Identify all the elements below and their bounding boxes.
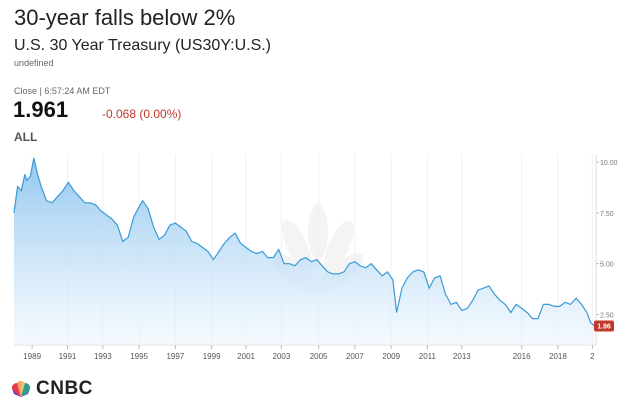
x-tick-label: 1995 — [130, 352, 148, 361]
x-tick-label: 2011 — [419, 352, 437, 361]
y-tick-label: 5.00 — [600, 262, 614, 269]
x-tick-label: 2016 — [513, 352, 531, 361]
x-tick-label: 2013 — [453, 352, 471, 361]
range-selector-all[interactable]: ALL — [14, 130, 38, 144]
x-tick-label: 1997 — [166, 352, 184, 361]
headline: 30-year falls below 2% — [14, 5, 236, 30]
cnbc-wordmark: CNBC — [36, 378, 93, 399]
y-tick-label: 7.50 — [600, 211, 614, 218]
x-tick-label: 2009 — [382, 352, 400, 361]
x-tick-label: 1999 — [203, 352, 221, 361]
x-tick-label: 2018 — [549, 352, 567, 361]
peacock-icon — [11, 381, 31, 397]
x-tick-label: 1991 — [59, 352, 77, 361]
x-tick-label: 2003 — [273, 352, 291, 361]
last-price: 1.961 — [13, 97, 69, 122]
x-tick-label: 2007 — [346, 352, 364, 361]
x-tick-label: 1989 — [23, 352, 41, 361]
instrument-title: U.S. 30 Year Treasury (US30Y:U.S.) — [14, 37, 272, 54]
close-timestamp: Close | 6:57:24 AM EDT — [14, 86, 111, 96]
y-tick-label: 10.00 — [600, 160, 618, 167]
yield-area-fill — [14, 158, 595, 345]
instrument-subtext: undefined — [14, 58, 54, 68]
price-change: -0.068 (0.00%) — [102, 107, 182, 121]
yield-chart: 10.00 7.50 5.00 2.50 1989 1991 1993 1995 1997 19… — [13, 154, 618, 361]
cnbc-logo: CNBC — [10, 378, 93, 400]
x-tick-label: 2005 — [310, 352, 328, 361]
x-tick-label: 2001 — [237, 352, 255, 361]
x-tick-label: 1993 — [94, 352, 112, 361]
x-tick-label: 2 — [590, 352, 595, 361]
yield-line — [13, 157, 595, 326]
last-value-label: 1.96 — [597, 323, 611, 330]
last-value-badge — [594, 320, 614, 332]
y-tick-label: 2.50 — [600, 313, 614, 320]
